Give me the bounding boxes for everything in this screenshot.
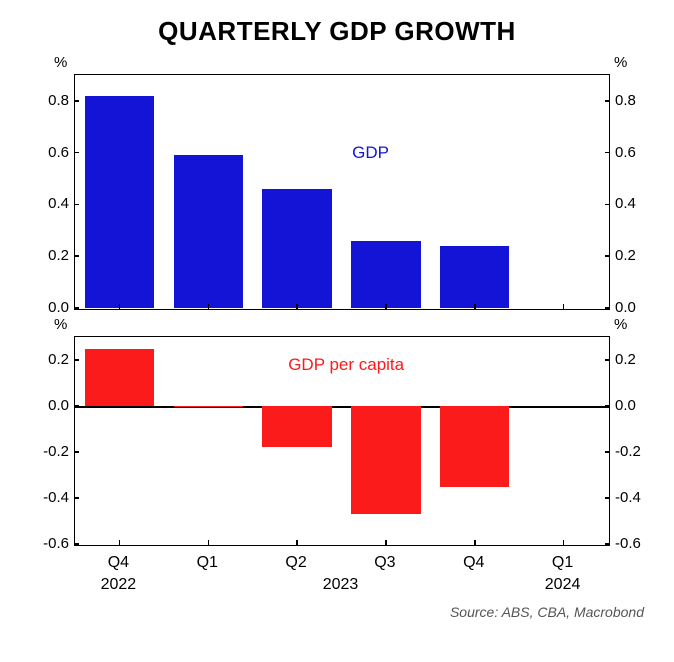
ytick-mark [605, 405, 610, 407]
xtick-mark [296, 540, 298, 546]
ytick-mark [605, 307, 610, 309]
ytick-mark [605, 451, 610, 453]
ytick-mark [605, 497, 610, 499]
ytick-mark [605, 543, 610, 545]
ytick-mark [605, 100, 610, 102]
ytick-label: 0.0 [615, 397, 655, 414]
panel1-unit-left: % [54, 54, 67, 71]
ytick-mark [74, 359, 79, 361]
bar [440, 406, 509, 487]
bar [174, 406, 243, 407]
panel2-unit-right: % [614, 316, 627, 333]
chart-title: QUARTERLY GDP GROWTH [0, 16, 674, 47]
chart-stage: QUARTERLY GDP GROWTH % % 0.00.00.20.20.4… [0, 0, 674, 662]
x-tick-label: Q1 [552, 554, 573, 572]
bar [351, 406, 420, 514]
panel-gdp-per-capita: -0.6-0.6-0.4-0.4-0.2-0.20.00.00.20.2 GDP… [74, 336, 610, 546]
x-tick-label: Q2 [285, 554, 306, 572]
ytick-label: 0.4 [615, 195, 655, 212]
ytick-mark [74, 255, 79, 257]
ytick-mark [74, 543, 79, 545]
ytick-label: -0.2 [29, 443, 69, 460]
xtick-mark [208, 540, 210, 546]
ytick-label: 0.2 [29, 247, 69, 264]
x-tick-label: Q1 [197, 554, 218, 572]
ytick-label: 0.8 [615, 92, 655, 109]
ytick-label: 0.6 [29, 144, 69, 161]
panel2-unit-left: % [54, 316, 67, 333]
ytick-mark [74, 100, 79, 102]
ytick-label: 0.0 [615, 299, 655, 316]
bar [174, 155, 243, 308]
ytick-label: -0.6 [29, 535, 69, 552]
ytick-label: 0.2 [615, 351, 655, 368]
ytick-label: -0.4 [615, 489, 655, 506]
xtick-mark [563, 304, 565, 310]
series-label-gdp-pc: GDP per capita [288, 355, 404, 375]
xtick-mark [563, 540, 565, 546]
bar [351, 241, 420, 308]
x-year-label: 2022 [101, 576, 137, 594]
ytick-mark [74, 405, 79, 407]
bar [440, 246, 509, 308]
ytick-label: -0.2 [615, 443, 655, 460]
xtick-mark [296, 304, 298, 310]
ytick-label: -0.6 [615, 535, 655, 552]
xtick-mark [119, 304, 121, 310]
ytick-label: 0.0 [29, 397, 69, 414]
x-year-label: 2024 [545, 576, 581, 594]
ytick-mark [605, 255, 610, 257]
xtick-mark [385, 304, 387, 310]
ytick-label: 0.2 [615, 247, 655, 264]
bar [262, 189, 331, 308]
panel1-plot: 0.00.00.20.20.40.40.60.60.80.8 [75, 75, 609, 309]
source-text: Source: ABS, CBA, Macrobond [450, 604, 644, 620]
x-tick-label: Q4 [463, 554, 484, 572]
x-year-label: 2023 [323, 576, 359, 594]
panel-gdp: 0.00.00.20.20.40.40.60.60.80.8 GDP [74, 74, 610, 310]
ytick-mark [74, 451, 79, 453]
zero-line [75, 406, 609, 408]
ytick-mark [74, 307, 79, 309]
ytick-mark [74, 497, 79, 499]
ytick-label: 0.6 [615, 144, 655, 161]
xtick-mark [474, 304, 476, 310]
ytick-mark [74, 204, 79, 206]
ytick-label: 0.2 [29, 351, 69, 368]
ytick-label: -0.4 [29, 489, 69, 506]
panel1-unit-right: % [614, 54, 627, 71]
series-label-gdp: GDP [352, 143, 389, 163]
x-tick-label: Q4 [108, 554, 129, 572]
xtick-mark [474, 540, 476, 546]
bar [85, 96, 154, 308]
ytick-mark [605, 152, 610, 154]
ytick-mark [74, 152, 79, 154]
bar [262, 406, 331, 447]
bar [85, 349, 154, 407]
ytick-label: 0.4 [29, 195, 69, 212]
ytick-label: 0.8 [29, 92, 69, 109]
xtick-mark [119, 540, 121, 546]
ytick-mark [605, 204, 610, 206]
x-tick-label: Q3 [374, 554, 395, 572]
xtick-mark [208, 304, 210, 310]
xtick-mark [385, 540, 387, 546]
ytick-mark [605, 359, 610, 361]
ytick-label: 0.0 [29, 299, 69, 316]
